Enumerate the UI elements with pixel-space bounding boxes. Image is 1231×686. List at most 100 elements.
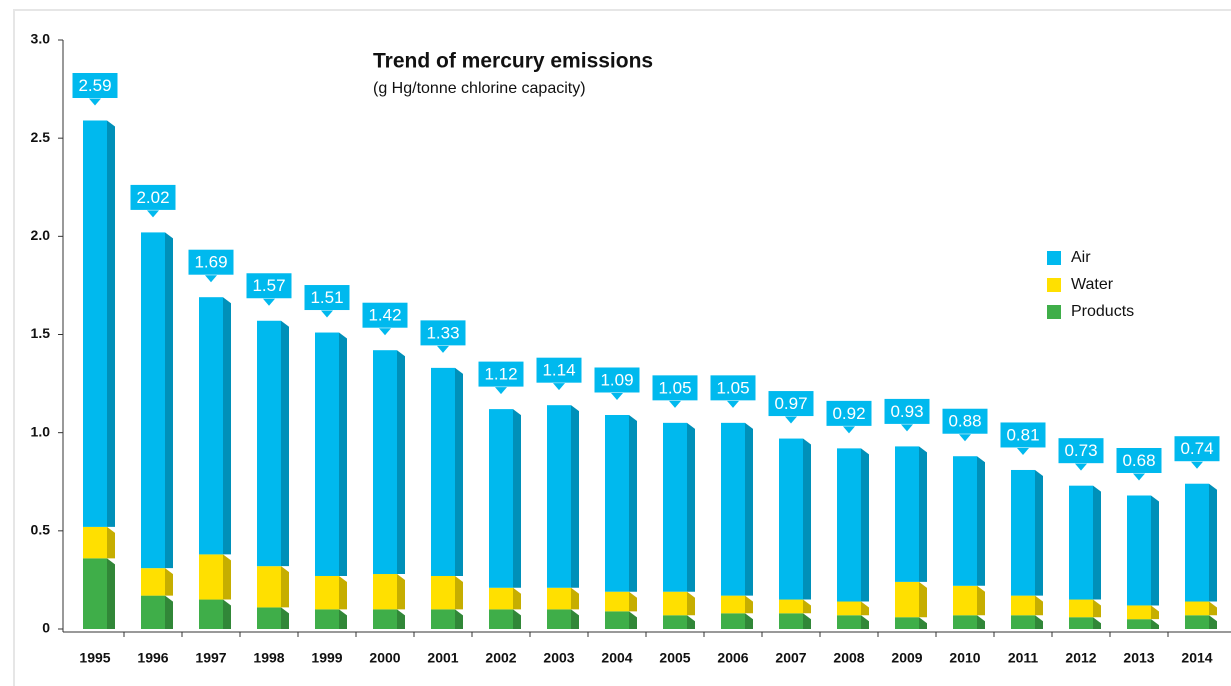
value-callout <box>767 390 815 418</box>
bar-side <box>281 566 289 608</box>
bar-side <box>339 332 347 576</box>
value-label: 1.05 <box>716 378 749 397</box>
bar-segment <box>837 601 861 616</box>
bar-segment <box>837 448 861 602</box>
legend-swatch <box>1047 278 1061 292</box>
callout-pointer <box>89 98 101 106</box>
value-label: 0.74 <box>1180 439 1213 458</box>
bar-side <box>1151 605 1159 620</box>
bar-side <box>803 599 811 614</box>
bar-segment <box>1069 617 1093 629</box>
callout-pointer <box>1191 461 1203 469</box>
bar-side <box>745 595 753 614</box>
bar-side <box>223 599 231 629</box>
bar-segment <box>837 615 861 629</box>
bar-segment <box>199 599 223 629</box>
x-tick-label: 1997 <box>195 650 226 666</box>
callout-pointer <box>611 392 623 400</box>
y-tick-label: 1.5 <box>31 325 51 341</box>
bar-segment <box>199 554 223 600</box>
bar-segment <box>141 232 165 569</box>
x-tick-label: 2005 <box>659 650 690 666</box>
bar-segment <box>431 609 455 629</box>
x-tick-label: 2004 <box>601 650 632 666</box>
bar-segment <box>779 613 803 629</box>
bar-side <box>687 422 695 592</box>
value-label: 1.51 <box>310 288 343 307</box>
bar-side <box>107 526 115 559</box>
x-tick-label: 2002 <box>485 650 516 666</box>
x-tick-label: 2011 <box>1008 650 1039 666</box>
callout-pointer <box>205 275 217 283</box>
bar-segment <box>953 585 977 616</box>
bar-segment <box>663 615 687 629</box>
bar-side <box>455 367 463 576</box>
callout-pointer <box>1075 463 1087 471</box>
value-callout <box>1115 446 1163 474</box>
bar-segment <box>83 526 107 559</box>
bar-side <box>571 609 579 629</box>
bar-side <box>455 575 463 610</box>
value-label: 0.97 <box>774 394 807 413</box>
value-callout <box>651 374 699 402</box>
bar-side <box>861 615 869 629</box>
bar-side <box>1035 469 1043 596</box>
bar-segment <box>1185 615 1209 629</box>
callout-pointer <box>1017 447 1029 455</box>
y-tick-label: 1.0 <box>31 423 51 439</box>
bar-segment <box>83 558 107 629</box>
x-tick-label: 2001 <box>427 650 458 666</box>
bar-side <box>629 591 637 612</box>
value-callout <box>477 360 525 388</box>
value-label: 1.69 <box>194 253 227 272</box>
bar-segment <box>373 574 397 610</box>
bar-segment <box>663 422 687 592</box>
bar-side <box>455 609 463 629</box>
bar-side <box>397 350 405 575</box>
value-callout <box>361 301 409 329</box>
bar-segment <box>1127 495 1151 606</box>
bar-segment <box>721 595 745 614</box>
bar-side <box>919 617 927 629</box>
value-label: 0.68 <box>1122 451 1155 470</box>
bar-segment <box>779 438 803 600</box>
bar-side <box>1035 595 1043 616</box>
value-label: 0.73 <box>1064 441 1097 460</box>
bar-side <box>977 615 985 629</box>
bar-side <box>745 422 753 596</box>
legend-label: Products <box>1071 303 1134 320</box>
y-tick-label: 2.5 <box>31 129 51 145</box>
callout-pointer <box>785 416 797 424</box>
bar-segment <box>489 587 513 610</box>
bar-side <box>1151 495 1159 606</box>
value-callout <box>883 397 931 425</box>
bar-side <box>977 456 985 586</box>
bar-side <box>165 232 173 569</box>
y-tick-label: 2.0 <box>31 227 51 243</box>
bar-side <box>165 568 173 596</box>
legend-label: Water <box>1071 276 1114 293</box>
value-callout <box>999 421 1047 449</box>
bar-segment <box>895 617 919 629</box>
value-callout <box>129 183 177 211</box>
bar-segment <box>141 568 165 596</box>
bar-segment <box>315 575 339 610</box>
x-tick-label: 2007 <box>775 650 806 666</box>
bar-segment <box>605 591 629 612</box>
bar-segment <box>605 611 629 629</box>
bar-side <box>803 438 811 600</box>
x-tick-label: 2010 <box>949 650 980 666</box>
x-tick-label: 2008 <box>833 650 864 666</box>
bar-side <box>1209 601 1217 616</box>
bar-side <box>1209 615 1217 629</box>
bar-segment <box>1069 485 1093 600</box>
bar-segment <box>1011 469 1035 596</box>
bar-side <box>107 558 115 629</box>
bar-side <box>513 409 521 588</box>
bar-segment <box>199 297 223 555</box>
value-callout <box>825 399 873 427</box>
bar-segment <box>257 607 281 629</box>
x-tick-label: 2009 <box>891 650 922 666</box>
x-tick-label: 1999 <box>311 650 342 666</box>
